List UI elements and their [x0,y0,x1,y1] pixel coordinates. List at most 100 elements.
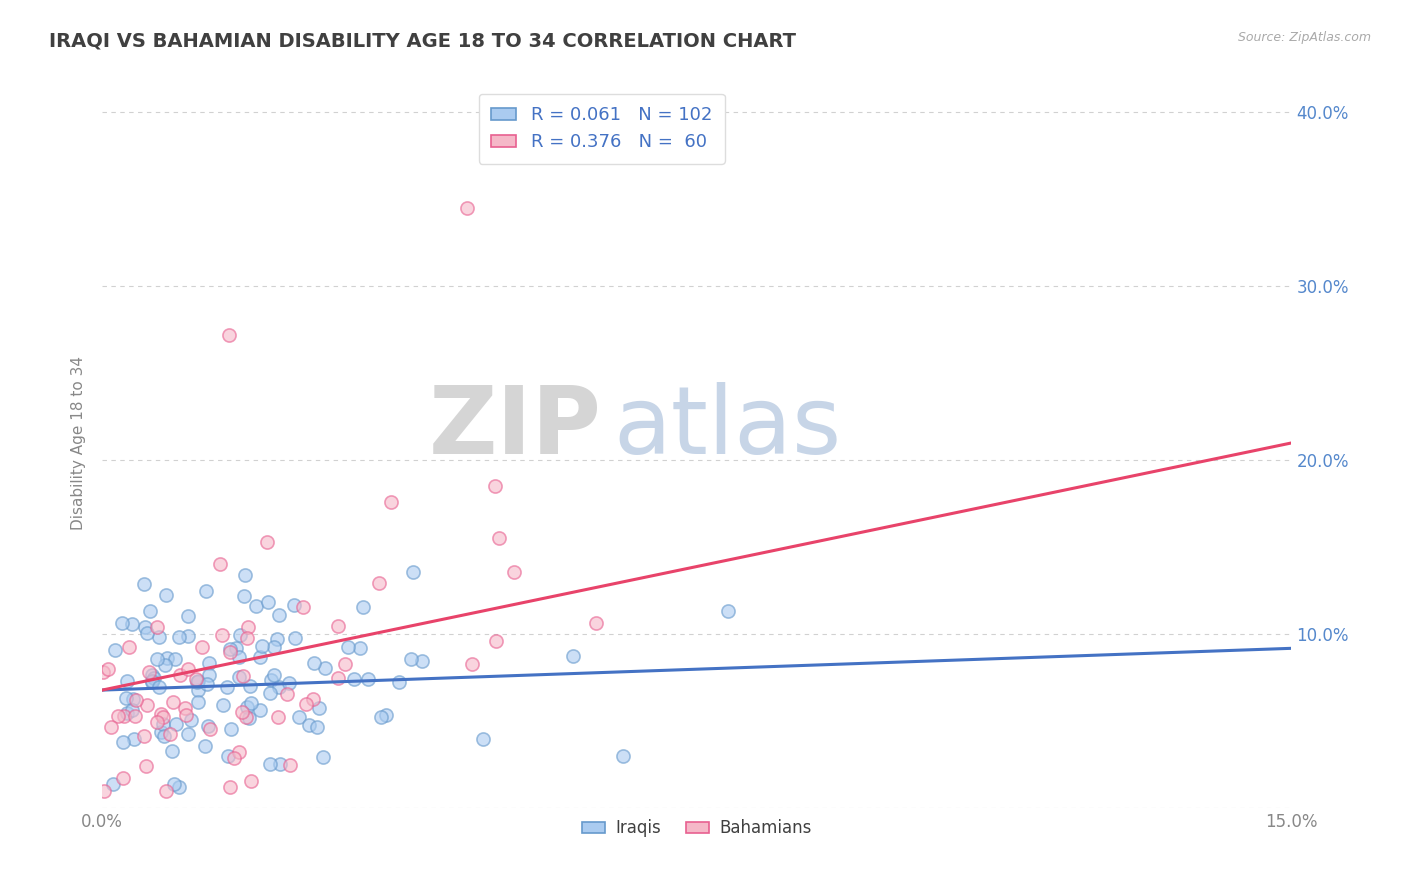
Point [117,640,139,654]
Point [124,693,146,707]
Point [308,701,330,715]
Point [228,670,250,684]
Point [115,674,138,689]
Point [152,717,174,731]
Point [259,686,281,700]
Point [249,703,271,717]
Point [198,723,221,737]
Point [302,657,325,671]
Point [278,758,301,772]
Text: atlas: atlas [613,383,842,475]
Point [236,699,259,714]
Point [219,642,242,657]
Point [91,665,114,679]
Point [176,727,198,741]
Point [112,709,135,723]
Point [256,594,278,608]
Point [107,709,129,723]
Point [267,607,290,622]
Point [111,735,134,749]
Point [138,604,160,618]
Point [235,631,257,645]
Point [114,690,136,705]
Point [267,709,290,723]
Point [288,710,311,724]
Point [141,668,163,682]
Point [148,630,170,644]
Point [218,328,240,343]
Point [121,617,143,632]
Point [190,640,212,654]
Point [217,681,239,695]
Point [141,674,163,689]
Point [146,620,169,634]
Point [411,654,433,668]
Point [198,656,221,670]
Point [233,589,256,603]
Point [177,662,200,676]
Point [370,710,392,724]
Point [197,677,219,691]
Point [259,756,281,771]
Point [585,616,607,631]
Point [221,722,243,736]
Point [162,743,184,757]
Point [174,701,197,715]
Point [148,680,170,694]
Point [239,696,262,710]
Point [187,683,209,698]
Point [136,625,159,640]
Point [186,672,208,686]
Point [198,668,221,682]
Point [461,657,484,672]
Point [263,640,285,655]
Point [235,709,257,723]
Point [456,201,478,215]
Point [263,667,285,681]
Point [186,675,208,690]
Point [488,531,510,545]
Point [249,650,271,665]
Point [292,600,315,615]
Point [122,691,145,706]
Point [165,717,187,731]
Point [228,649,250,664]
Point [153,657,176,672]
Point [155,587,177,601]
Point [239,679,262,693]
Point [167,780,190,794]
Point [294,697,316,711]
Point [283,598,305,612]
Point [163,777,186,791]
Point [146,652,169,666]
Point [115,706,138,720]
Point [155,784,177,798]
Point [256,535,278,549]
Point [111,615,134,630]
Legend: Iraqis, Bahamians: Iraqis, Bahamians [575,813,818,844]
Text: IRAQI VS BAHAMIAN DISABILITY AGE 18 TO 34 CORRELATION CHART: IRAQI VS BAHAMIAN DISABILITY AGE 18 TO 3… [49,31,796,50]
Point [217,749,239,764]
Point [156,651,179,665]
Point [352,600,374,615]
Point [401,565,423,579]
Point [283,631,305,645]
Point [239,773,262,788]
Point [380,495,402,509]
Point [484,479,506,493]
Point [93,784,115,798]
Point [228,745,250,759]
Y-axis label: Disability Age 18 to 34: Disability Age 18 to 34 [72,356,86,530]
Point [146,714,169,729]
Point [100,720,122,734]
Point [502,565,524,579]
Point [349,640,371,655]
Point [138,665,160,680]
Point [388,675,411,690]
Point [101,777,124,791]
Text: Source: ZipAtlas.com: Source: ZipAtlas.com [1237,31,1371,45]
Point [132,577,155,591]
Point [374,708,396,723]
Point [302,692,325,706]
Point [96,663,118,677]
